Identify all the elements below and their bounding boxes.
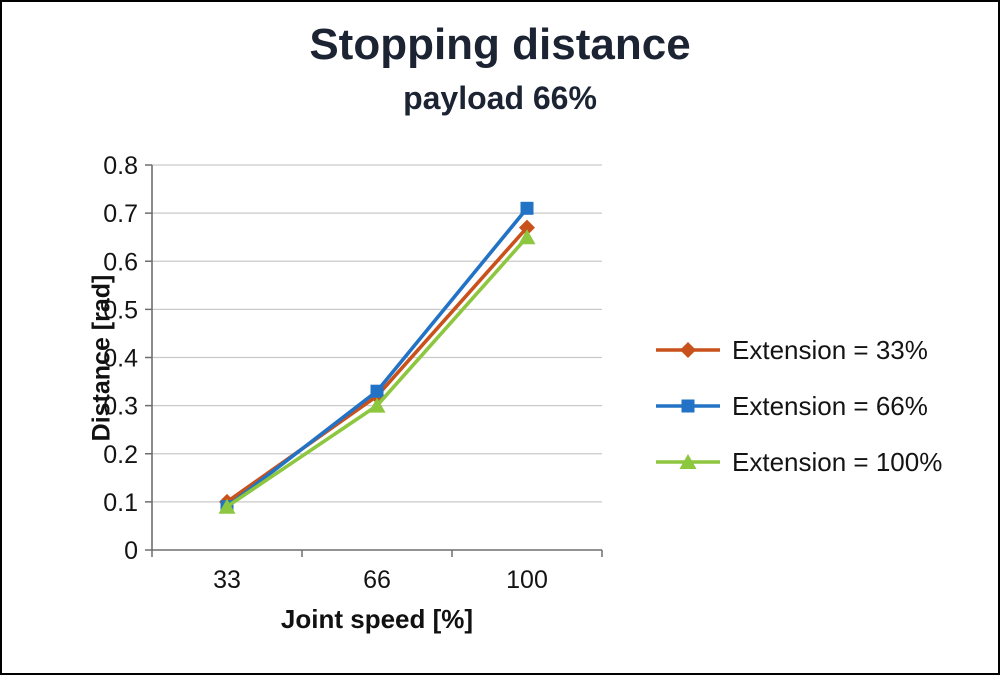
triangle-marker xyxy=(518,229,536,245)
legend-item: Extension = 33% xyxy=(654,334,942,365)
square-marker xyxy=(520,201,534,215)
triangle-marker xyxy=(218,498,236,514)
legend-item: Extension = 66% xyxy=(654,390,942,421)
x-tick-label: 33 xyxy=(213,566,241,594)
chart-title: Stopping distance xyxy=(309,20,691,69)
legend-key-triangle-icon xyxy=(656,454,720,469)
y-tick-label: 0.6 xyxy=(103,248,138,276)
diamond-marker xyxy=(519,219,535,236)
legend-key-diamond-icon xyxy=(656,342,720,358)
line-chart-plot: 0 0.1 0.2 0.3 0.4 0.5 0.6 0.7 0.8 33 66 100 xyxy=(103,152,603,594)
y-tick-label: 0.1 xyxy=(103,489,138,517)
diamond-marker xyxy=(680,342,696,358)
legend: Extension = 33% Extension = 66% Extension … xyxy=(654,334,943,477)
y-tick-label: 0 xyxy=(124,537,138,565)
x-tick-label: 100 xyxy=(506,566,548,594)
x-tick-label: 66 xyxy=(363,566,391,594)
y-tick-label: 0.2 xyxy=(103,441,138,469)
y-tick-label: 0.7 xyxy=(103,200,138,228)
legend-item: Extension = 100% xyxy=(654,446,943,477)
y-tick-label: 0.3 xyxy=(103,393,138,421)
square-marker xyxy=(681,399,695,413)
chart-subtitle: payload 66% xyxy=(403,80,597,116)
triangle-marker xyxy=(679,454,697,469)
series-line xyxy=(225,225,529,504)
legend-label: Extension = 66% xyxy=(732,390,928,421)
x-axis-title: Joint speed [%] xyxy=(280,604,474,634)
square-marker xyxy=(370,384,384,398)
y-tick-label: 0.8 xyxy=(103,152,138,180)
legend-label: Extension = 100% xyxy=(732,446,943,477)
legend-key-square-icon xyxy=(656,399,720,413)
y-tick-label: 0.4 xyxy=(103,345,138,373)
triangle-marker xyxy=(368,397,386,413)
y-tick-label: 0.5 xyxy=(103,296,138,324)
legend-label: Extension = 33% xyxy=(732,334,928,365)
